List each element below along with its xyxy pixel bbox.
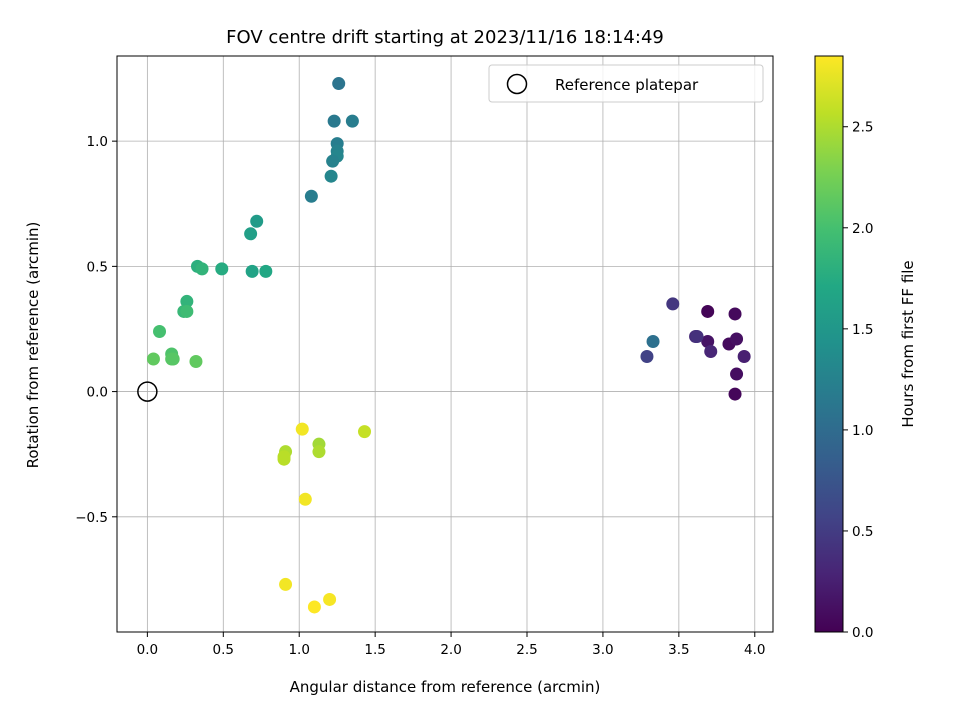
data-point: [640, 350, 654, 364]
y-tick-label: 1.0: [87, 134, 108, 150]
data-point: [195, 262, 209, 276]
x-tick-label: 3.0: [592, 642, 613, 658]
data-point: [690, 329, 704, 343]
data-point: [646, 334, 660, 348]
y-axis-label: Rotation from reference (arcmin): [24, 222, 42, 469]
y-tick-label: 0.5: [87, 259, 108, 275]
x-axis-label: Angular distance from reference (arcmin): [290, 678, 601, 696]
y-axis-ticks: −0.5 0.0 0.5 1.0: [75, 134, 117, 526]
data-point: [358, 425, 372, 439]
data-point: [250, 214, 264, 228]
colorbar-gradient: [814, 55, 844, 633]
data-point: [704, 345, 718, 359]
data-point: [666, 297, 680, 311]
data-point: [324, 169, 338, 183]
data-point: [245, 264, 259, 278]
colorbar-ticks: 0.0 0.5 1.0 1.5 2.0 2.5: [843, 120, 873, 641]
legend-reference-marker: [506, 73, 528, 95]
data-point: [730, 367, 744, 381]
data-point: [189, 355, 203, 369]
data-point: [295, 422, 309, 436]
data-point: [701, 334, 715, 348]
x-tick-label: 0.0: [137, 642, 158, 658]
data-point: [259, 264, 273, 278]
data-point: [345, 114, 359, 128]
colorbar-tick-label: 1.5: [852, 322, 873, 338]
data-point: [244, 227, 258, 241]
colorbar-label: Hours from first FF file: [899, 260, 917, 427]
data-point: [730, 332, 744, 346]
reference-point: [137, 381, 158, 402]
data-point: [298, 492, 312, 506]
data-point: [304, 189, 318, 203]
colorbar-tick-label: 0.5: [852, 524, 873, 540]
x-tick-label: 1.0: [288, 642, 309, 658]
reference-marker: [137, 381, 158, 402]
colorbar: 0.0 0.5 1.0 1.5 2.0 2.5 Hours from first FF f…: [814, 55, 917, 641]
data-point: [728, 387, 742, 401]
data-point: [279, 577, 293, 591]
data-point: [153, 324, 167, 338]
x-tick-label: 3.5: [668, 642, 689, 658]
data-point: [277, 452, 291, 466]
data-point: [312, 445, 326, 459]
data-point: [180, 294, 194, 308]
data-point: [327, 114, 341, 128]
x-tick-label: 2.0: [440, 642, 461, 658]
data-point: [146, 352, 160, 366]
data-point: [326, 154, 340, 168]
data-point: [307, 600, 321, 614]
data-point: [180, 304, 194, 318]
data-point: [215, 262, 229, 276]
legend: Reference platepar: [488, 64, 764, 103]
y-tick-label: 0.0: [87, 385, 108, 401]
x-tick-label: 4.0: [744, 642, 765, 658]
data-point: [332, 77, 346, 91]
x-tick-label: 0.5: [213, 642, 234, 658]
data-point: [728, 307, 742, 321]
colorbar-tick-label: 1.0: [852, 423, 873, 439]
x-axis-ticks: 0.0 0.5 1.0 1.5 2.0 2.5 3.0 3.5 4.0: [137, 632, 766, 658]
data-point: [737, 350, 751, 364]
x-tick-label: 1.5: [364, 642, 385, 658]
data-point: [323, 592, 337, 606]
colorbar-tick-label: 2.5: [852, 120, 873, 136]
plot-frame: [116, 55, 774, 633]
grid: [117, 56, 773, 632]
data-point: [701, 304, 715, 318]
chart-title: FOV centre drift starting at 2023/11/16 …: [226, 27, 664, 48]
data-points: [146, 77, 751, 614]
data-point: [166, 352, 180, 366]
y-tick-label: −0.5: [75, 510, 108, 526]
x-tick-label: 2.5: [516, 642, 537, 658]
legend-label: Reference platepar: [555, 76, 699, 94]
colorbar-tick-label: 0.0: [852, 625, 873, 641]
colorbar-tick-label: 2.0: [852, 221, 873, 237]
legend-box: [488, 64, 764, 103]
